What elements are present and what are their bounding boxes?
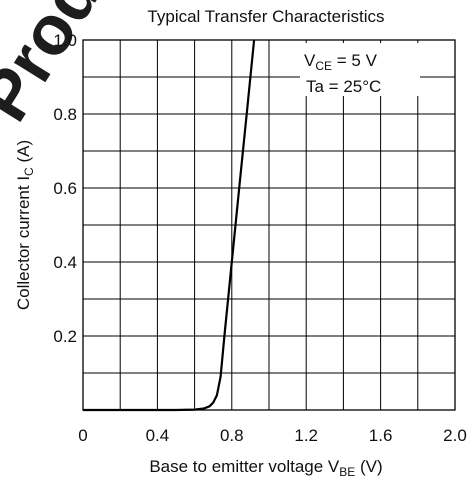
- series-line: [83, 39, 256, 412]
- x-axis-label: Base to emitter voltage VBE (V): [149, 457, 382, 479]
- chart-title: Typical Transfer Characteristics: [147, 7, 384, 26]
- vce-condition: VCE = 5 V: [304, 51, 378, 73]
- x-axis-label-unit: (V): [355, 457, 382, 476]
- y-axis-label-sub: C: [22, 167, 36, 176]
- x-tick-label: 0.8: [220, 426, 244, 445]
- vce-condition-main: V: [304, 51, 316, 70]
- y-tick-labels: 0.2 0.4 0.6 0.8 1.0: [53, 31, 77, 346]
- y-tick-label: 0.8: [53, 105, 77, 124]
- conditions-background: [300, 43, 420, 96]
- y-axis-label-unit: (A): [14, 140, 33, 167]
- x-tick-label: 1.2: [294, 426, 318, 445]
- x-tick-label: 2.0: [443, 426, 467, 445]
- vce-condition-rest: = 5 V: [332, 51, 378, 70]
- plot-frame: [82, 39, 456, 411]
- y-tick-label: 0.6: [53, 179, 77, 198]
- x-tick-label: 0.4: [146, 426, 170, 445]
- y-tick-label: 0.4: [53, 253, 77, 272]
- y-axis-label-main: Collector current I: [14, 176, 33, 310]
- y-tick-label: 1.0: [53, 31, 77, 50]
- x-tick-label: 0: [78, 426, 87, 445]
- y-axis-label: Collector current IC (A): [14, 140, 36, 310]
- vce-condition-sub: CE: [315, 59, 332, 73]
- x-axis-label-main: Base to emitter voltage V: [149, 457, 340, 476]
- x-axis-label-sub: BE: [339, 465, 355, 479]
- x-tick-label: 1.6: [369, 426, 393, 445]
- series-layer: [83, 39, 256, 412]
- y-tick-label: 0.2: [53, 327, 77, 346]
- ta-condition: Ta = 25°C: [306, 77, 381, 96]
- conditions-annotation: VCE = 5 V Ta = 25°C: [300, 43, 420, 96]
- x-tick-labels: 0 0.4 0.8 1.2 1.6 2.0: [78, 426, 467, 445]
